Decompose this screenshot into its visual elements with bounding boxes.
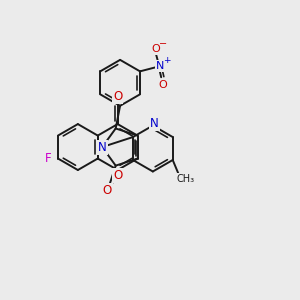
Text: O: O: [158, 80, 167, 90]
Text: O: O: [103, 184, 112, 197]
Text: O: O: [152, 44, 160, 54]
Text: N: N: [98, 141, 106, 154]
Text: N: N: [150, 117, 159, 130]
Text: O: O: [113, 91, 122, 103]
Text: +: +: [163, 56, 170, 65]
Text: CH₃: CH₃: [176, 174, 194, 184]
Text: F: F: [45, 152, 52, 165]
Text: N: N: [155, 61, 164, 71]
Text: −: −: [159, 39, 167, 49]
Text: O: O: [113, 169, 122, 182]
